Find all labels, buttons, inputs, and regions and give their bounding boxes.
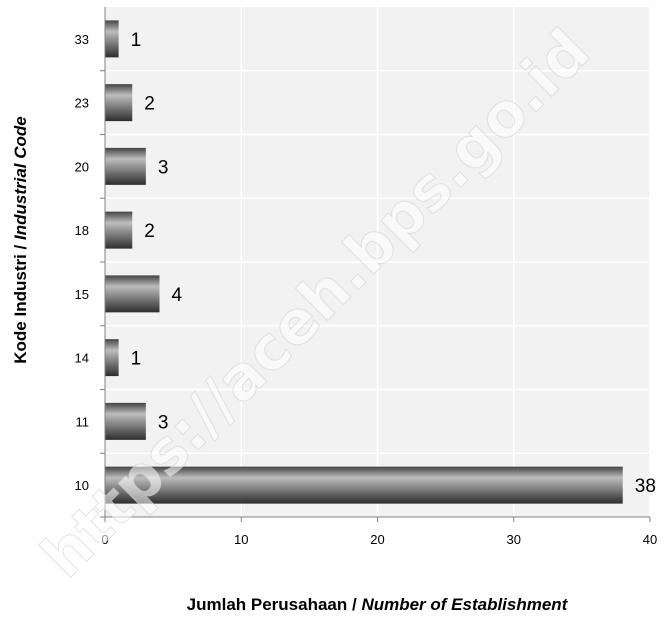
bar-14 bbox=[105, 339, 119, 377]
bars bbox=[105, 20, 623, 504]
bar-18 bbox=[105, 211, 133, 249]
x-axis-title: Jumlah Perusahaan / Number of Establishm… bbox=[187, 595, 569, 614]
data-label: 1 bbox=[131, 30, 142, 51]
bar-33 bbox=[105, 20, 119, 58]
x-axis-title-italic: Number of Establishment bbox=[361, 595, 568, 614]
data-label: 2 bbox=[144, 94, 155, 115]
axes bbox=[100, 7, 651, 522]
bar-15 bbox=[105, 275, 160, 313]
bar-20 bbox=[105, 147, 146, 185]
x-tick-label: 0 bbox=[101, 532, 108, 547]
data-label: 3 bbox=[158, 412, 169, 433]
x-tick-label: 10 bbox=[234, 532, 248, 547]
data-label: 1 bbox=[131, 349, 142, 370]
bar-11 bbox=[105, 402, 146, 440]
data-label: 2 bbox=[144, 221, 155, 242]
y-tick-label: 14 bbox=[75, 351, 89, 366]
y-tick-label: 18 bbox=[75, 223, 89, 238]
y-axis-title-italic: Industrial Code bbox=[11, 116, 30, 240]
labels: 0 10 20 30 40 10 38 11 3 14 1 15 4 18 2 20 3 23 2 33 1 bbox=[75, 30, 658, 547]
bar-23 bbox=[105, 84, 133, 122]
y-tick-label: 10 bbox=[75, 478, 89, 493]
y-tick-label: 15 bbox=[75, 287, 89, 302]
x-tick-label: 30 bbox=[507, 532, 521, 547]
bar-10 bbox=[105, 466, 623, 504]
y-tick-label: 23 bbox=[75, 96, 89, 111]
x-tick-label: 40 bbox=[643, 532, 657, 547]
grid-lines bbox=[105, 7, 651, 517]
data-label: 3 bbox=[158, 157, 169, 178]
y-axis-title: Kode Industri / Industrial Code bbox=[11, 116, 30, 363]
x-tick-label: 20 bbox=[370, 532, 384, 547]
y-tick-label: 11 bbox=[76, 414, 90, 429]
y-axis-title-bold: Kode Industri / bbox=[11, 240, 30, 364]
y-tick-label: 20 bbox=[75, 159, 89, 174]
x-axis-title-bold: Jumlah Perusahaan / bbox=[187, 595, 362, 614]
data-label: 38 bbox=[635, 476, 656, 497]
y-tick-label: 33 bbox=[75, 32, 89, 47]
data-label: 4 bbox=[172, 285, 183, 306]
